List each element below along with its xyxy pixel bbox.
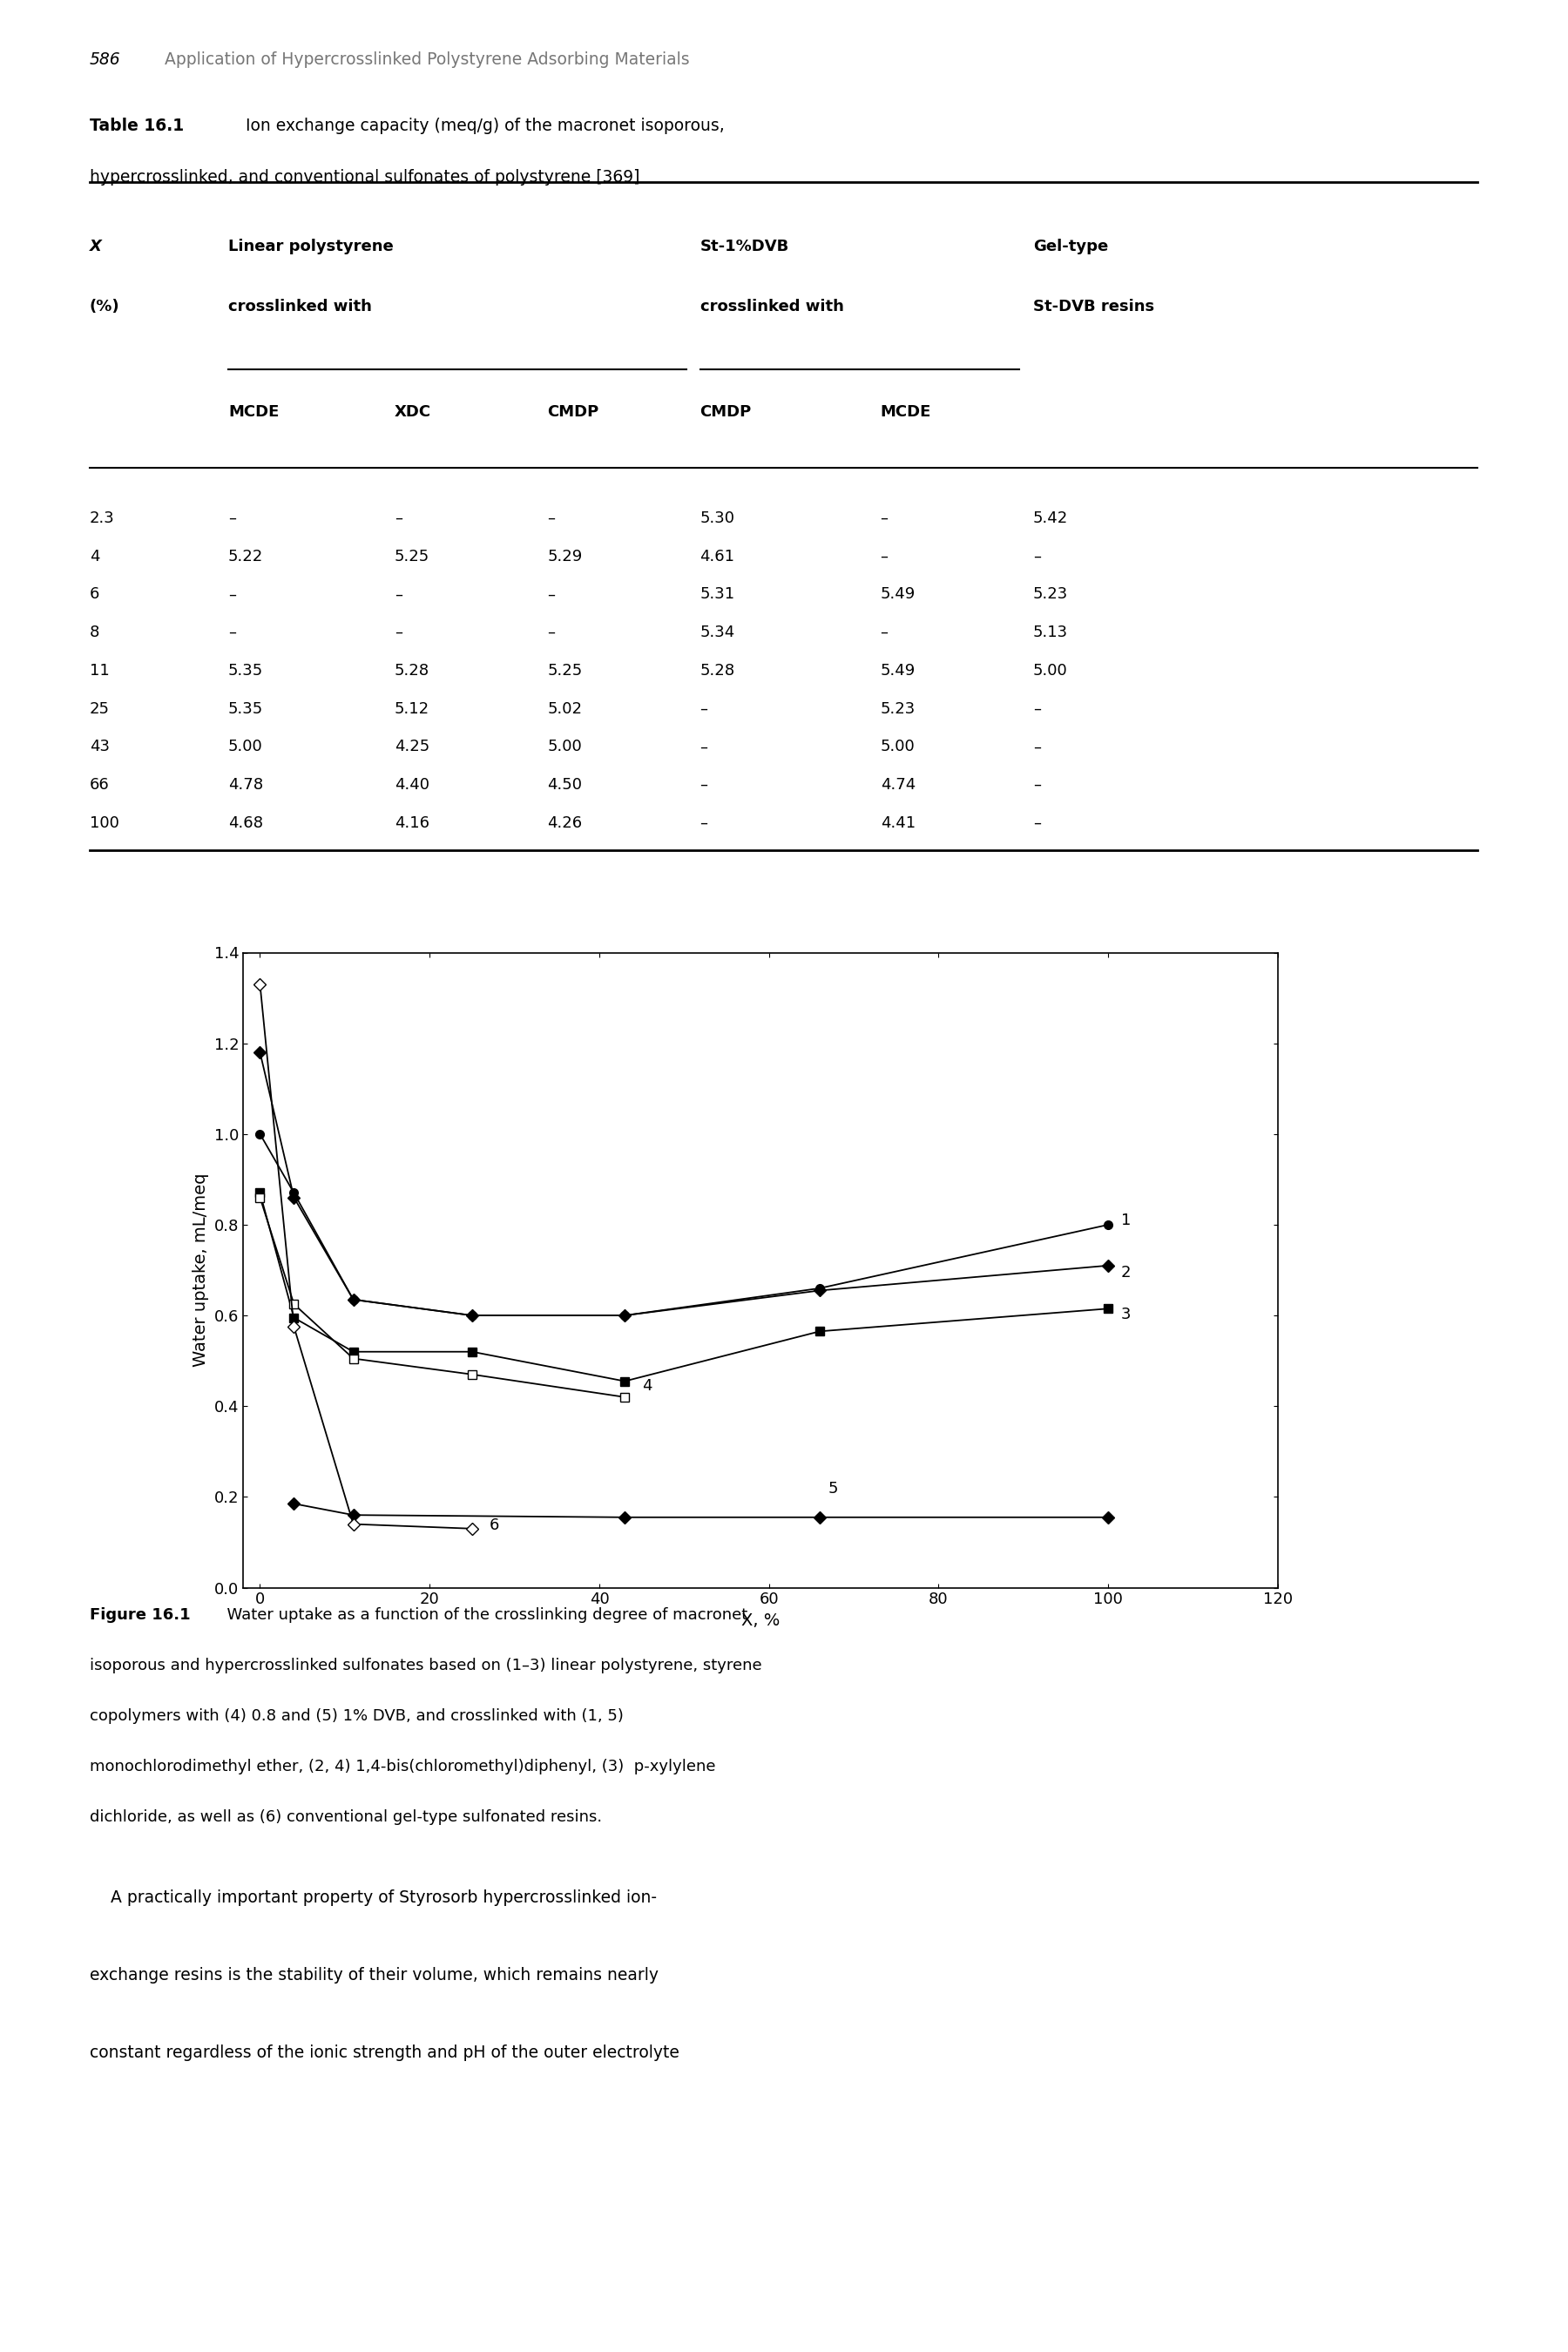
Text: constant regardless of the ionic strength and pH of the outer electrolyte: constant regardless of the ionic strengt… [89, 2044, 679, 2060]
Text: 5.02: 5.02 [547, 701, 582, 717]
Text: 3: 3 [1121, 1305, 1131, 1322]
Text: 8: 8 [89, 626, 99, 640]
Text: exchange resins is the stability of their volume, which remains nearly: exchange resins is the stability of thei… [89, 1966, 659, 1983]
Text: Figure 16.1: Figure 16.1 [89, 1606, 190, 1623]
Text: 5.00: 5.00 [547, 739, 582, 755]
Text: Linear polystyrene: Linear polystyrene [229, 240, 394, 254]
Text: isoporous and hypercrosslinked sulfonates based on (1–3) linear polystyrene, sty: isoporous and hypercrosslinked sulfonate… [89, 1658, 762, 1672]
Text: 100: 100 [89, 816, 119, 830]
Text: 25: 25 [89, 701, 110, 717]
Text: 5.49: 5.49 [880, 663, 916, 677]
Text: 5.35: 5.35 [229, 663, 263, 677]
Text: –: – [395, 586, 403, 602]
Text: –: – [229, 626, 237, 640]
Text: 5.31: 5.31 [699, 586, 735, 602]
Text: 5.42: 5.42 [1033, 510, 1068, 527]
X-axis label: X, %: X, % [742, 1613, 779, 1630]
Text: 5.34: 5.34 [699, 626, 735, 640]
Text: –: – [880, 548, 887, 564]
Text: –: – [880, 510, 887, 527]
Text: –: – [229, 586, 237, 602]
Text: –: – [395, 510, 403, 527]
Text: 43: 43 [89, 739, 110, 755]
Text: (%): (%) [89, 299, 119, 315]
Text: 4.40: 4.40 [395, 776, 430, 793]
Text: St-DVB resins: St-DVB resins [1033, 299, 1154, 315]
Text: 5.49: 5.49 [880, 586, 916, 602]
Text: 5.00: 5.00 [229, 739, 263, 755]
Text: 5.00: 5.00 [880, 739, 916, 755]
Text: 5: 5 [828, 1482, 839, 1496]
Text: 4.74: 4.74 [880, 776, 916, 793]
Text: 4.68: 4.68 [229, 816, 263, 830]
Text: crosslinked with: crosslinked with [699, 299, 844, 315]
Text: 5.12: 5.12 [395, 701, 430, 717]
Text: CMDP: CMDP [699, 405, 751, 421]
Text: A practically important property of Styrosorb hypercrosslinked ion-: A practically important property of Styr… [89, 1889, 657, 1905]
Text: 6: 6 [89, 586, 99, 602]
Text: 4.78: 4.78 [229, 776, 263, 793]
Text: 4: 4 [641, 1378, 652, 1395]
Text: 2: 2 [1121, 1265, 1131, 1279]
Text: –: – [547, 586, 555, 602]
Text: Water uptake as a function of the crosslinking degree of macronet: Water uptake as a function of the crossl… [216, 1606, 748, 1623]
Text: 1: 1 [1121, 1211, 1131, 1228]
Text: 4.41: 4.41 [880, 816, 916, 830]
Text: Application of Hypercrosslinked Polystyrene Adsorbing Materials: Application of Hypercrosslinked Polystyr… [165, 52, 690, 68]
Text: XDC: XDC [395, 405, 431, 421]
Text: hypercrosslinked, and conventional sulfonates of polystyrene [369]: hypercrosslinked, and conventional sulfo… [89, 169, 640, 186]
Text: Ion exchange capacity (meq/g) of the macronet isoporous,: Ion exchange capacity (meq/g) of the mac… [235, 118, 724, 134]
Text: monochlorodimethyl ether, (2, 4) 1,4-bis(chloromethyl)diphenyl, (3)  p-xylylene: monochlorodimethyl ether, (2, 4) 1,4-bis… [89, 1759, 715, 1773]
Text: –: – [395, 626, 403, 640]
Text: 5.35: 5.35 [229, 701, 263, 717]
Text: St-1%DVB: St-1%DVB [699, 240, 789, 254]
Text: 4.50: 4.50 [547, 776, 582, 793]
Text: 5.22: 5.22 [229, 548, 263, 564]
Text: –: – [699, 776, 707, 793]
Text: 6: 6 [489, 1517, 499, 1534]
Text: 66: 66 [89, 776, 110, 793]
Text: –: – [1033, 739, 1041, 755]
Text: dichloride, as well as (6) conventional gel-type sulfonated resins.: dichloride, as well as (6) conventional … [89, 1809, 602, 1825]
Text: Gel-type: Gel-type [1033, 240, 1109, 254]
Text: 4.61: 4.61 [699, 548, 735, 564]
Text: X: X [89, 240, 102, 254]
Text: 5.00: 5.00 [1033, 663, 1068, 677]
Text: 4.16: 4.16 [395, 816, 430, 830]
Text: 5.28: 5.28 [699, 663, 735, 677]
Text: –: – [880, 626, 887, 640]
Text: –: – [699, 816, 707, 830]
Text: –: – [699, 701, 707, 717]
Text: –: – [1033, 816, 1041, 830]
Text: –: – [547, 626, 555, 640]
Text: 11: 11 [89, 663, 110, 677]
Text: –: – [699, 739, 707, 755]
Text: 5.13: 5.13 [1033, 626, 1068, 640]
Text: MCDE: MCDE [880, 405, 931, 421]
Text: –: – [1033, 701, 1041, 717]
Text: 5.25: 5.25 [547, 663, 582, 677]
Text: 5.25: 5.25 [395, 548, 430, 564]
Text: 5.23: 5.23 [880, 701, 916, 717]
Text: 5.28: 5.28 [395, 663, 430, 677]
Text: 4: 4 [89, 548, 99, 564]
Text: 5.23: 5.23 [1033, 586, 1068, 602]
Text: 5.29: 5.29 [547, 548, 582, 564]
Text: MCDE: MCDE [229, 405, 279, 421]
Text: –: – [1033, 548, 1041, 564]
Text: –: – [547, 510, 555, 527]
Text: 2.3: 2.3 [89, 510, 114, 527]
Text: 586: 586 [89, 52, 121, 68]
Y-axis label: Water uptake, mL/meq: Water uptake, mL/meq [193, 1174, 209, 1367]
Text: Table 16.1: Table 16.1 [89, 118, 183, 134]
Text: –: – [1033, 776, 1041, 793]
Text: 5.30: 5.30 [699, 510, 735, 527]
Text: 4.26: 4.26 [547, 816, 582, 830]
Text: –: – [229, 510, 237, 527]
Text: copolymers with (4) 0.8 and (5) 1% DVB, and crosslinked with (1, 5): copolymers with (4) 0.8 and (5) 1% DVB, … [89, 1708, 622, 1724]
Text: CMDP: CMDP [547, 405, 599, 421]
Text: crosslinked with: crosslinked with [229, 299, 372, 315]
Text: 4.25: 4.25 [395, 739, 430, 755]
